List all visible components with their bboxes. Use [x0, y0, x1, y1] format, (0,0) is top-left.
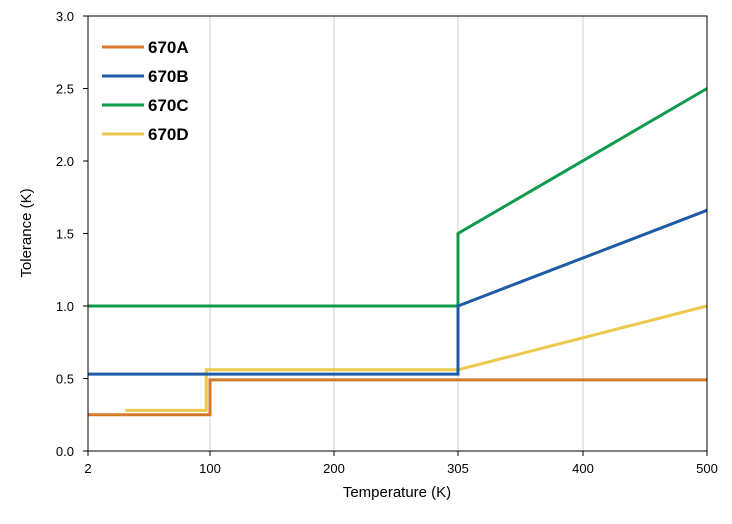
legend-label-670a: 670A: [148, 38, 189, 57]
series-line-670a: [88, 378, 707, 417]
y-tick-label: 0.5: [56, 372, 74, 387]
y-tick-label: 0.0: [56, 444, 74, 459]
series-line-670b: [88, 208, 708, 376]
legend: 670A 670B 670C 670D: [102, 38, 189, 144]
x-tick-label: 400: [572, 461, 594, 476]
y-tick-label: 2.0: [56, 154, 74, 169]
grid-lines: [209, 16, 584, 451]
series-line-670c: [88, 87, 708, 308]
y-axis-ticks: 0.0 0.5 1.0 1.5 2.0 2.5 3.0: [56, 9, 88, 459]
x-tick-label: 305: [447, 461, 469, 476]
x-tick-label: 2: [84, 461, 91, 476]
legend-label-670d: 670D: [148, 125, 189, 144]
legend-label-670c: 670C: [148, 96, 189, 115]
x-tick-label: 200: [323, 461, 345, 476]
x-axis-ticks: 2 100 200 305 400 500: [84, 451, 718, 476]
y-tick-label: 3.0: [56, 9, 74, 24]
y-tick-label: 2.5: [56, 82, 74, 97]
series-line-670d: [125, 304, 708, 412]
y-tick-label: 1.5: [56, 227, 74, 242]
y-tick-label: 1.0: [56, 299, 74, 314]
x-tick-label: 100: [199, 461, 221, 476]
legend-label-670b: 670B: [148, 67, 189, 86]
series-lines: [88, 87, 708, 417]
x-axis-title: Temperature (K): [343, 484, 451, 501]
y-axis-title: Tolerance (K): [18, 188, 35, 277]
x-tick-label: 500: [696, 461, 718, 476]
